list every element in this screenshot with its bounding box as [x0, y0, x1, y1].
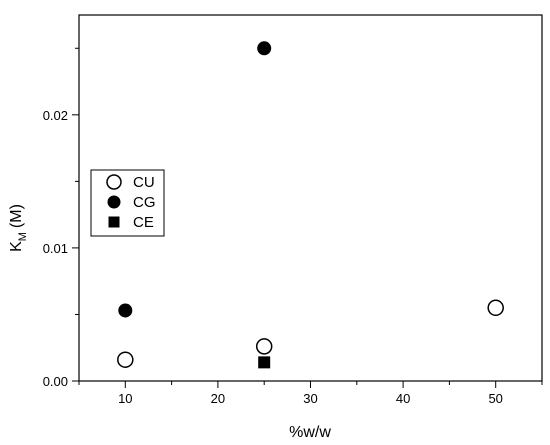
data-point-ce	[258, 356, 271, 369]
legend-marker-cu	[106, 174, 122, 190]
axis-ticks: 10 20 30 40 50 0.00 0.01 0.02	[43, 47, 543, 406]
y-tick-label: 0.02	[43, 108, 68, 123]
data-points	[117, 41, 504, 369]
legend-label-cg: CG	[133, 194, 156, 211]
legend: CU CG CE	[90, 169, 165, 237]
x-tick-label: 30	[303, 391, 317, 406]
legend-marker-ce	[108, 216, 120, 228]
y-axis-title-sub: M	[17, 232, 29, 241]
y-tick-label: 0.01	[43, 241, 68, 256]
x-axis-title: %w/w	[289, 424, 331, 441]
legend-label-cu: CU	[133, 174, 155, 191]
y-axis-title: KM (M)	[8, 204, 29, 252]
legend-marker-cg	[107, 195, 121, 209]
y-axis-title-unit: (M)	[8, 204, 25, 228]
data-point-cg	[118, 303, 133, 318]
x-tick-label: 20	[211, 391, 225, 406]
y-axis-title-main: K	[8, 241, 25, 252]
data-point-cg	[257, 41, 272, 56]
data-point-cu	[255, 338, 273, 355]
data-point-cu	[487, 299, 504, 317]
x-tick-label: 50	[488, 391, 502, 406]
legend-box	[90, 169, 165, 237]
legend-label-ce: CE	[133, 214, 154, 231]
x-tick-label: 10	[118, 391, 132, 406]
x-tick-label: 40	[396, 391, 410, 406]
y-tick-label: 0.00	[43, 374, 68, 389]
data-point-cu	[117, 351, 134, 368]
